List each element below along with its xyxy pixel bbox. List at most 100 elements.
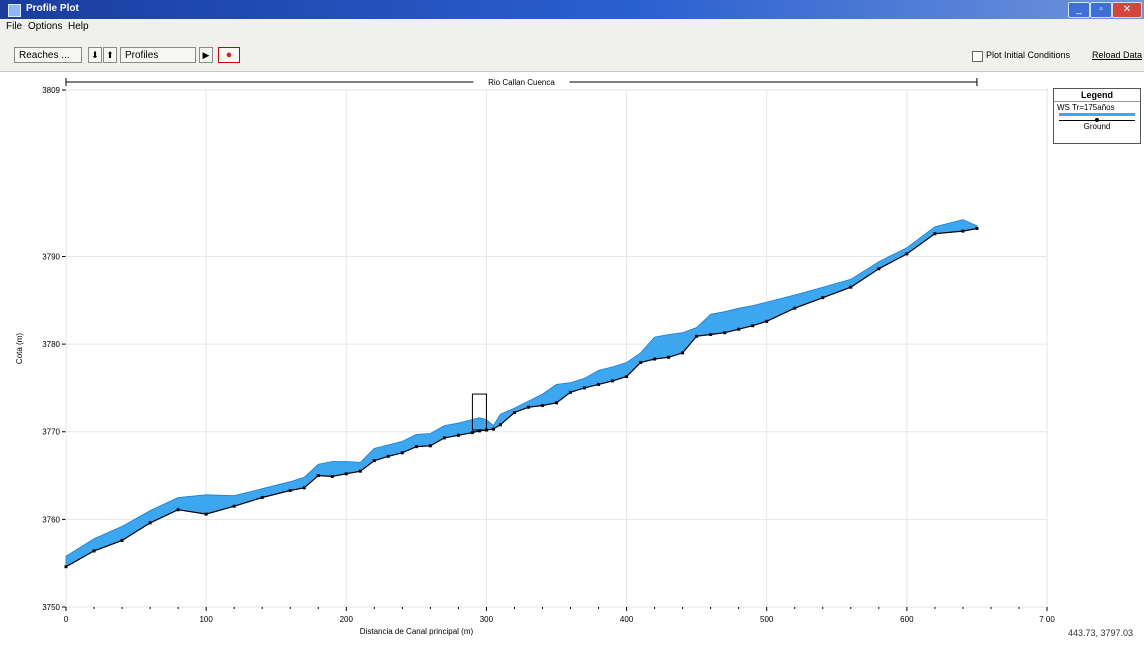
y-tick-label: 3770	[42, 428, 60, 437]
ground-point	[737, 327, 741, 331]
legend: Legend WS Tr=175años Ground	[1053, 88, 1141, 144]
maximize-button[interactable]: ▫	[1090, 2, 1112, 18]
legend-swatch-ws	[1059, 113, 1135, 116]
ground-point	[64, 565, 68, 569]
legend-item-ws: WS Tr=175años	[1054, 102, 1140, 118]
x-tick-label: 7 00	[1039, 615, 1055, 624]
y-tick-label: 3780	[42, 340, 60, 349]
close-button[interactable]: ✕	[1112, 2, 1142, 18]
ground-point	[148, 521, 152, 525]
ground-point	[456, 433, 460, 437]
ground-point	[204, 512, 208, 516]
next-reach-button[interactable]: ⬆	[103, 47, 117, 63]
ground-point	[344, 472, 348, 476]
ground-point	[793, 306, 797, 310]
arrow-down-icon: ⬇	[91, 50, 99, 60]
window-title: Profile Plot	[26, 3, 79, 14]
y-tick-label: 3790	[42, 252, 60, 261]
ground-point	[232, 504, 236, 508]
ground-point	[540, 403, 544, 407]
ground-point	[498, 423, 502, 427]
ground-point	[877, 267, 881, 271]
ground-point	[372, 459, 376, 463]
ground-point	[695, 334, 699, 338]
x-tick-label: 500	[760, 615, 774, 624]
ground-point	[302, 486, 306, 490]
minimize-button[interactable]: _	[1068, 2, 1090, 18]
x-tick-label: 600	[900, 615, 914, 624]
ground-point	[120, 538, 124, 542]
ground-point	[477, 429, 481, 433]
toolbar: Reaches ... ⬇ ⬆ Profiles ▶ ● Plot Initia…	[0, 35, 1144, 72]
ground-point	[330, 474, 334, 478]
legend-label-ground: Ground	[1083, 122, 1111, 131]
ground-point	[414, 445, 418, 449]
x-tick-label: 0	[64, 615, 69, 624]
ground-point	[751, 324, 755, 328]
ground-point	[975, 226, 979, 230]
menu-bar: File Options Help	[0, 19, 1144, 35]
plot-area: 3750 3760 3770 3780 3790 3809 0 100 200 300 400 500…	[0, 72, 1144, 646]
ground-point	[555, 401, 558, 405]
ground-point	[653, 357, 657, 361]
y-axis-label: Cota (m)	[15, 333, 24, 364]
ground-point	[428, 444, 432, 448]
reach-label-bg	[473, 77, 570, 87]
legend-swatch-ground	[1059, 118, 1135, 122]
ground-point	[470, 431, 474, 435]
y-tick-label: 3760	[42, 515, 60, 524]
ground-point	[765, 319, 769, 323]
reload-data-button[interactable]: Reload Data	[1092, 50, 1143, 60]
menu-file[interactable]: File	[6, 21, 23, 32]
ground-point	[821, 296, 825, 300]
ground-point	[961, 229, 965, 233]
play-animation-button[interactable]: ▶	[199, 47, 213, 63]
legend-title: Legend	[1054, 89, 1140, 102]
ground-point	[611, 379, 615, 383]
reach-label: Rio Callan Cuenca	[488, 78, 555, 87]
ground-point	[512, 410, 516, 414]
plot-frame	[65, 89, 1048, 608]
x-tick-label: 200	[340, 615, 354, 624]
ground-point	[681, 351, 685, 355]
ground-point	[491, 427, 495, 431]
plot-initial-conditions-label: Plot Initial Conditions	[986, 50, 1071, 60]
ground-point	[597, 382, 601, 386]
app-icon	[8, 4, 21, 17]
reaches-button[interactable]: Reaches ...	[14, 47, 82, 63]
cursor-coordinates: 443.73, 3797.03	[1068, 628, 1134, 638]
x-tick-label: 300	[480, 615, 494, 624]
y-tick-label: 3809	[42, 86, 60, 95]
x-tick-label: 100	[199, 615, 213, 624]
ground-point	[905, 252, 909, 256]
ground-point	[260, 495, 264, 499]
ground-point	[583, 386, 587, 390]
profiles-button[interactable]: Profiles	[120, 47, 196, 63]
profile-chart[interactable]: 3750 3760 3770 3780 3790 3809 0 100 200 300 400 500…	[0, 72, 1144, 646]
record-button[interactable]: ●	[218, 47, 240, 63]
arrow-up-icon: ⬆	[106, 50, 114, 60]
ground-point	[400, 451, 404, 455]
ground-point	[358, 469, 362, 473]
ground-point	[442, 436, 446, 440]
y-tick-label: 3750	[42, 603, 60, 612]
ground-point	[625, 375, 629, 379]
ground-point	[667, 355, 671, 359]
previous-reach-button[interactable]: ⬇	[88, 47, 102, 63]
ground-point	[849, 285, 853, 289]
legend-label-ws: WS Tr=175años	[1057, 103, 1115, 112]
ground-point	[526, 405, 530, 409]
record-icon: ●	[225, 49, 233, 61]
ground-point	[933, 232, 937, 236]
x-tick-label: 400	[620, 615, 634, 624]
title-bar: Profile Plot _ ▫ ✕	[0, 0, 1144, 19]
ground-point	[723, 331, 727, 335]
play-icon: ▶	[202, 50, 210, 60]
ground-point	[176, 508, 180, 512]
bridge-structure	[471, 393, 487, 431]
plot-initial-conditions-checkbox[interactable]	[972, 51, 983, 62]
ground-point	[386, 454, 390, 458]
menu-help[interactable]: Help	[68, 21, 89, 32]
menu-options[interactable]: Options	[28, 21, 63, 32]
legend-item-ground: Ground	[1054, 118, 1140, 132]
